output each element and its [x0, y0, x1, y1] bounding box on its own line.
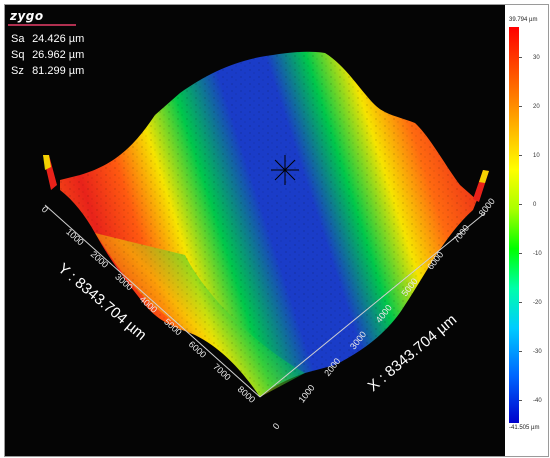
colorbar-tick-label: -20 — [519, 300, 548, 306]
colorbar-gradient — [509, 27, 519, 423]
y-axis-line — [44, 204, 261, 398]
surface-plot-area[interactable]: 0 1000 2000 3000 4000 5000 6000 7000 8000 0 1000 2… — [5, 5, 505, 456]
colorbar-min-label: -41.505 µm — [509, 425, 540, 431]
height-colorbar: 39.794 µm 30 20 10 0 -10 -20 -30 -40 -41.505 µm — [505, 5, 548, 456]
colorbar-max-label: 39.794 µm — [509, 17, 538, 23]
colorbar-tick-label: 20 — [519, 104, 548, 110]
x-axis-tick-label: 0 — [271, 421, 282, 431]
colorbar-tick-label: -10 — [519, 251, 548, 257]
y-axis-tick-label: 7000 — [211, 362, 233, 383]
surface-plot-window: 0 1000 2000 3000 4000 5000 6000 7000 8000 0 1000 2… — [4, 4, 549, 457]
y-axis-tick-label: 0 — [40, 204, 50, 215]
zygo-logo: zygo — [8, 8, 76, 26]
colorbar-tick-label: 30 — [519, 55, 548, 61]
y-axis-tick-label: 1000 — [64, 227, 86, 248]
stat-sq: Sq 26.962 µm — [11, 49, 85, 61]
colorbar-ticks: 30 20 10 0 -10 -20 -30 -40 — [519, 27, 548, 423]
x-axis-tick-label: 1000 — [296, 383, 316, 405]
colorbar-tick-label: 10 — [519, 153, 548, 159]
stat-sz: Sz 81.299 µm — [11, 65, 85, 77]
colorbar-tick-label: -40 — [519, 398, 548, 404]
x-axis-line — [259, 212, 486, 398]
colorbar-tick-label: -30 — [519, 349, 548, 355]
stat-sa: Sa 24.426 µm — [11, 33, 85, 45]
colorbar-tick-label: 0 — [519, 202, 548, 208]
surface-stats-panel: Sa 24.426 µm Sq 26.962 µm Sz 81.299 µm — [11, 31, 84, 79]
center-defect — [271, 155, 299, 185]
y-axis-tick-label: 6000 — [187, 339, 209, 360]
